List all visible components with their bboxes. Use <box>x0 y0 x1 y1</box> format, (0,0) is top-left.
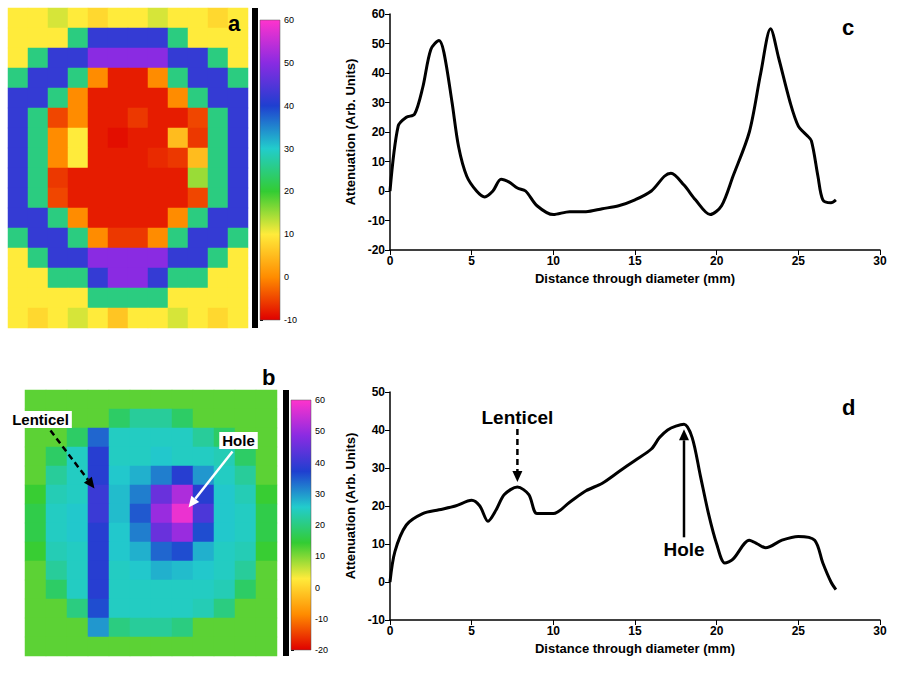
svg-text:-20: -20 <box>315 645 328 655</box>
svg-text:10: 10 <box>284 229 294 239</box>
svg-text:0: 0 <box>378 184 385 198</box>
svg-text:-10: -10 <box>368 613 386 627</box>
svg-text:50: 50 <box>372 37 386 51</box>
svg-text:20: 20 <box>284 186 294 196</box>
svg-text:20: 20 <box>710 624 724 638</box>
svg-text:0: 0 <box>387 254 394 268</box>
svg-text:40: 40 <box>372 66 386 80</box>
svg-text:15: 15 <box>628 254 642 268</box>
svg-text:30: 30 <box>372 461 386 475</box>
svg-text:0: 0 <box>284 272 289 282</box>
svg-text:0: 0 <box>378 575 385 589</box>
svg-text:Attenuation (Arb. Units): Attenuation (Arb. Units) <box>343 433 358 580</box>
svg-text:60: 60 <box>315 395 325 405</box>
svg-text:0: 0 <box>387 624 394 638</box>
svg-text:a: a <box>228 11 241 36</box>
svg-text:Hole: Hole <box>222 432 255 449</box>
svg-text:50: 50 <box>372 385 386 399</box>
svg-text:10: 10 <box>547 624 561 638</box>
svg-text:c: c <box>842 15 854 40</box>
svg-text:Lenticel: Lenticel <box>12 411 69 428</box>
svg-text:30: 30 <box>873 254 887 268</box>
svg-text:20: 20 <box>372 125 386 139</box>
svg-text:30: 30 <box>873 624 887 638</box>
svg-text:30: 30 <box>372 96 386 110</box>
svg-text:10: 10 <box>372 155 386 169</box>
svg-text:25: 25 <box>792 624 806 638</box>
svg-text:10: 10 <box>315 551 325 561</box>
svg-text:15: 15 <box>628 624 642 638</box>
svg-text:50: 50 <box>315 426 325 436</box>
svg-text:60: 60 <box>284 15 294 25</box>
svg-text:Hole: Hole <box>663 539 704 560</box>
svg-text:20: 20 <box>710 254 724 268</box>
svg-text:Distance through diameter (mm): Distance through diameter (mm) <box>535 641 735 656</box>
svg-text:Lenticel: Lenticel <box>481 407 553 428</box>
svg-text:40: 40 <box>315 458 325 468</box>
svg-text:30: 30 <box>284 144 294 154</box>
svg-text:20: 20 <box>315 520 325 530</box>
svg-text:25: 25 <box>792 254 806 268</box>
svg-text:-10: -10 <box>368 214 386 228</box>
svg-text:-10: -10 <box>315 614 328 624</box>
svg-text:Distance through diameter (mm): Distance through diameter (mm) <box>535 271 735 286</box>
svg-text:-10: -10 <box>284 315 297 325</box>
svg-text:10: 10 <box>547 254 561 268</box>
svg-text:40: 40 <box>284 101 294 111</box>
svg-text:d: d <box>842 395 855 420</box>
svg-text:40: 40 <box>372 423 386 437</box>
svg-text:10: 10 <box>372 537 386 551</box>
svg-text:-20: -20 <box>368 243 386 257</box>
svg-text:30: 30 <box>315 489 325 499</box>
svg-text:5: 5 <box>468 624 475 638</box>
svg-text:20: 20 <box>372 499 386 513</box>
svg-text:b: b <box>262 365 275 390</box>
svg-text:50: 50 <box>284 58 294 68</box>
svg-text:Attenuation (Arb. Units): Attenuation (Arb. Units) <box>343 59 358 206</box>
svg-text:5: 5 <box>468 254 475 268</box>
svg-text:0: 0 <box>315 583 320 593</box>
svg-text:60: 60 <box>372 7 386 21</box>
